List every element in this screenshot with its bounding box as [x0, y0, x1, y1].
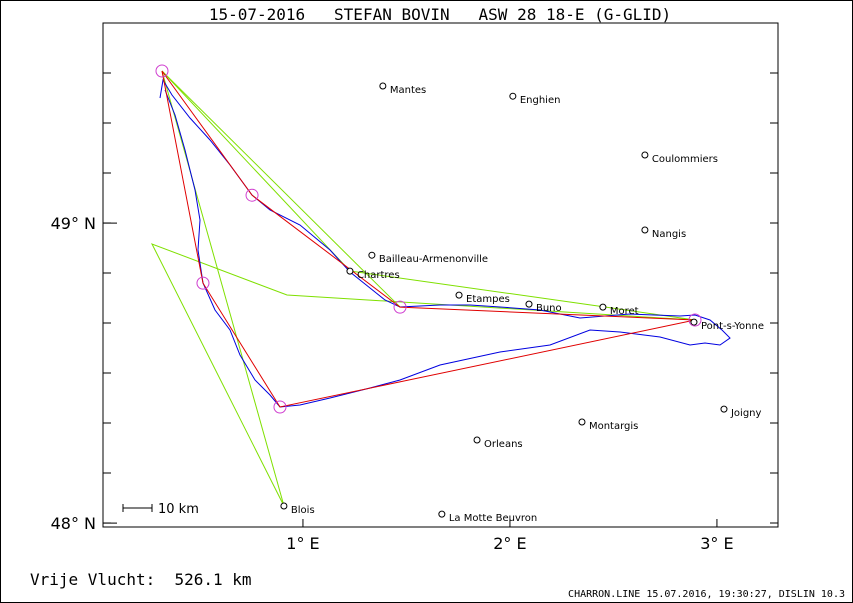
town-marker	[509, 92, 517, 100]
town-marker	[599, 303, 607, 311]
town-marker	[641, 151, 649, 159]
turnpoint	[688, 313, 702, 327]
town-label: Nangis	[652, 229, 686, 240]
town-label: Orleans	[484, 439, 523, 450]
town-label: Moret	[610, 306, 639, 317]
lat-label: 49° N	[51, 214, 96, 233]
lat-label: 48° N	[51, 514, 96, 533]
green-line	[161, 70, 401, 308]
town-label: Bailleau-Armenonville	[379, 254, 488, 265]
title: 15-07-2016 STEFAN BOVIN ASW 28 18-E (G-G…	[209, 5, 671, 24]
green-line	[150, 70, 696, 507]
town-label: Etampes	[466, 294, 510, 305]
turnpoint	[155, 64, 169, 78]
town-label: Chartres	[357, 270, 400, 281]
turnpoint	[393, 300, 407, 314]
lon-label: 3° E	[700, 534, 733, 553]
lon-label: 1° E	[286, 534, 319, 553]
flight-track	[159, 78, 731, 408]
town-marker	[690, 318, 698, 326]
town-marker	[720, 405, 728, 413]
town-marker	[641, 226, 649, 234]
town-marker	[578, 418, 586, 426]
town-label: Coulommiers	[652, 154, 718, 165]
distance: Vrije Vlucht: 526.1 km	[30, 570, 252, 589]
town-label: Mantes	[390, 85, 426, 96]
scale-bar: 10 km	[122, 502, 199, 517]
town-marker	[473, 436, 481, 444]
turnpoint	[196, 276, 210, 290]
town-marker	[438, 510, 446, 518]
town-label: Blois	[291, 505, 315, 516]
scale-label: 10 km	[158, 502, 199, 517]
town-marker	[525, 300, 533, 308]
town-marker	[368, 251, 376, 259]
town-label: Montargis	[589, 421, 638, 432]
town-marker	[455, 291, 463, 299]
town-label: Enghien	[520, 95, 561, 106]
town-marker	[346, 267, 354, 275]
town-marker	[280, 502, 288, 510]
turnpoint	[273, 400, 287, 414]
town-marker	[379, 82, 387, 90]
lon-label: 2° E	[493, 534, 526, 553]
credit: CHARRON.LINE 15.07.2016, 19:30:27, DISLI…	[568, 589, 845, 600]
town-label: Pont-s-Yonne	[701, 321, 764, 332]
town-label: Buno	[536, 303, 562, 314]
map-frame	[102, 22, 779, 528]
turnpoint	[245, 188, 259, 202]
town-label: Joigny	[730, 408, 762, 419]
town-label: La Motte Beuvron	[449, 513, 537, 524]
